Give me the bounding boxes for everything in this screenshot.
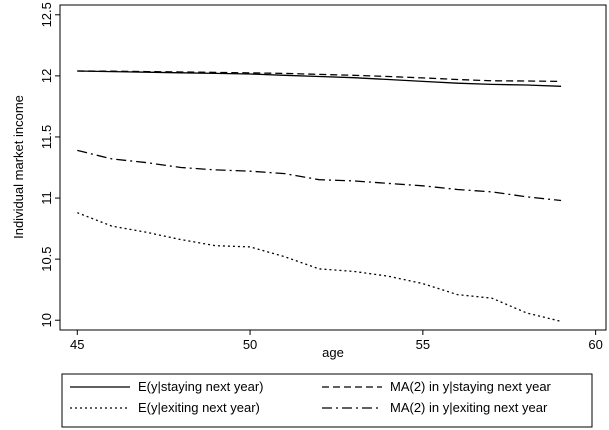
legend: E(y|staying next year) MA(2) in y|staying… — [61, 373, 593, 428]
legend-box — [61, 373, 593, 428]
x-tick-label: 55 — [416, 337, 430, 352]
y-tick-label: 12 — [39, 69, 54, 83]
y-tick-label: 12.5 — [39, 2, 54, 27]
x-tick-label: 50 — [243, 337, 257, 352]
x-axis-ticks: 45 50 55 60 — [70, 330, 603, 352]
legend-label: MA(2) in y|exiting next year — [390, 400, 548, 415]
x-tick-label: 45 — [70, 337, 84, 352]
series-line — [77, 70, 562, 87]
y-tick-label: 11.5 — [39, 125, 54, 149]
x-tick-label: 60 — [588, 337, 602, 352]
y-tick-label: 10 — [39, 313, 54, 327]
x-axis-title: age — [322, 345, 344, 360]
y-axis-title: Individual market income — [11, 95, 26, 239]
y-tick-label: 10.5 — [39, 246, 54, 271]
y-tick-label: 11 — [39, 191, 54, 205]
series-line — [77, 70, 562, 83]
y-axis-ticks: 10 10.5 11 11.5 12 12.5 — [39, 2, 60, 327]
legend-label: E(y|exiting next year) — [138, 400, 260, 415]
series-line — [77, 149, 562, 202]
series-lines — [77, 70, 562, 323]
plot-area — [59, 4, 607, 331]
legend-label: MA(2) in y|staying next year — [390, 379, 552, 394]
legend-label: E(y|staying next year) — [138, 379, 263, 394]
